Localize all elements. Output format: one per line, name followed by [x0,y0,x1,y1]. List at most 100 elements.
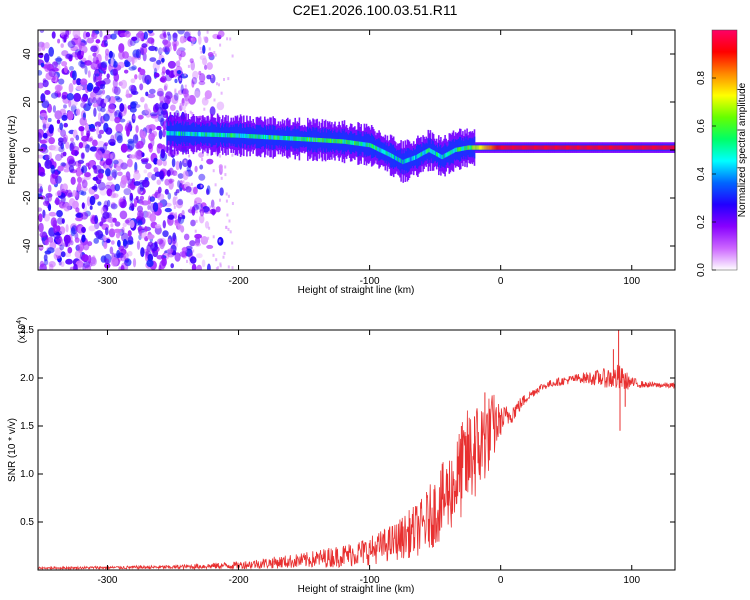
noise-cell [174,92,179,101]
noise-cell [104,258,110,264]
noise-cell [182,170,189,181]
noise-cell [57,165,64,172]
noise-speck [215,267,218,270]
noise-cell [92,56,99,64]
noise-cell [48,211,57,217]
noise-cell [63,34,67,43]
noise-cell [39,139,47,144]
noise-cell [40,62,45,67]
noise-cell [93,183,98,192]
ridge-core [474,145,477,150]
noise-cell [137,186,142,195]
ridge-core [513,145,516,150]
ridge-core [578,145,581,150]
noise-cell [63,168,70,173]
noise-cell [60,43,64,48]
ridge-core [557,145,560,150]
ridge-core [249,134,251,139]
noise-cell [156,254,164,260]
noise-cell [86,196,91,207]
ridge-core [507,145,509,150]
ridge-core [606,145,609,150]
ridge-core [496,145,499,150]
ridge-core [307,137,309,142]
noise-cell [131,65,137,71]
ridge-core [327,138,330,143]
ridge-core [387,151,390,157]
noise-cell [145,163,152,170]
noise-cell [204,64,208,70]
noise-cell [127,250,133,257]
ridge-core [653,145,655,150]
ridge-core [388,152,391,157]
noise-cell [114,221,121,227]
noise-cell [38,222,44,233]
noise-cell [158,47,163,55]
ridge-core [416,154,418,160]
noise-cell [117,171,123,177]
noise-cell [95,150,103,161]
ridge-core [261,134,264,139]
noise-cell [198,80,206,86]
noise-cell [120,143,128,153]
ridge-core [213,132,216,137]
noise-cell [63,65,68,74]
noise-cell [149,202,156,213]
noise-cell [42,200,50,206]
noise-speck [187,64,190,68]
noise-cell [133,171,141,181]
noise-cell [72,189,77,197]
spectrogram-y-ticks: -40 -20 0 20 40 [22,48,675,253]
ridge-core [490,145,493,150]
ridge-core [576,145,578,150]
ridge-core [347,140,350,145]
ridge-core [189,131,192,137]
ridge-core [343,139,346,144]
ridge-core [200,132,202,137]
noise-cell [206,185,211,195]
noise-speck [231,241,234,245]
ridge-core [570,145,572,150]
noise-cell [135,149,143,160]
noise-cell [132,258,137,268]
ridge-core [472,145,475,150]
ridge-core [448,151,451,156]
ridge-core [590,145,592,150]
noise-cell [140,96,145,103]
ridge-core [431,149,434,154]
ridge-core [181,131,183,136]
ridge-core [451,149,454,154]
noise-cell [74,191,79,198]
y-tick-label: 2.5 [20,325,34,336]
ridge-core [245,133,247,139]
ridge-core [621,145,624,150]
noise-cell [183,233,190,241]
noise-speck [219,264,222,268]
noise-cell [96,125,100,136]
ridge-core [358,141,360,146]
ridge-core [415,155,417,160]
ridge-core [541,145,544,150]
ridge-core [446,152,448,157]
noise-cell [72,30,81,39]
ridge-core [595,145,597,150]
ridge-core [437,152,439,157]
noise-cell [71,52,79,58]
noise-cell [67,246,73,254]
noise-cell [113,160,119,165]
ridge-core [493,145,496,150]
noise-cell [60,261,65,267]
noise-cell [80,102,87,109]
noise-cell [124,258,132,267]
noise-cell [67,40,76,49]
noise-cell [129,106,137,113]
ridge-core [499,145,502,150]
noise-cell [190,60,195,71]
noise-cell [139,195,145,201]
noise-cell [38,52,44,59]
noise-cell [112,171,115,178]
ridge-core [299,136,302,142]
noise-cell [177,30,185,35]
noise-cell [94,214,98,224]
noise-cell [53,223,58,234]
